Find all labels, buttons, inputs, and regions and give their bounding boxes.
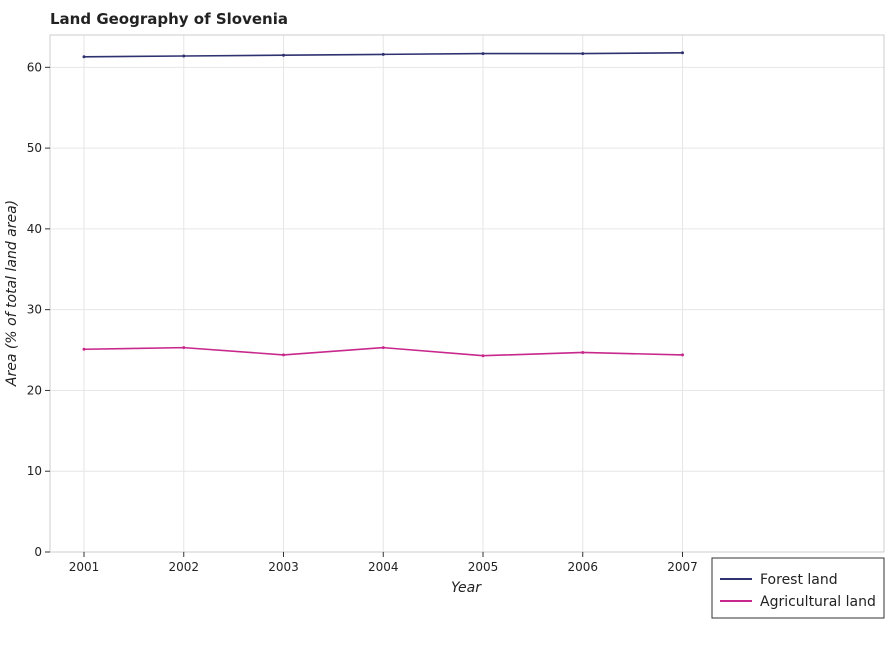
x-tick-label: 2007 — [667, 560, 698, 574]
y-tick-labels: 0 10 20 30 40 50 60 — [27, 60, 50, 559]
x-tick-label: 2006 — [567, 560, 598, 574]
plot-frame — [49, 34, 885, 553]
data-point — [681, 51, 684, 55]
data-point — [681, 353, 684, 357]
y-tick-label: 0 — [34, 545, 42, 559]
y-tick-label: 60 — [27, 60, 42, 74]
legend: Forest land Agricultural land — [711, 557, 885, 619]
data-point — [381, 346, 385, 350]
data-point — [82, 55, 86, 59]
data-point — [82, 347, 86, 351]
data-point — [282, 53, 285, 57]
x-tick-label: 2002 — [168, 560, 199, 574]
grid — [50, 35, 884, 553]
data-point — [182, 346, 186, 350]
data-point — [481, 354, 485, 358]
x-tick-label: 2001 — [69, 560, 100, 574]
y-tick-label: 40 — [27, 222, 42, 236]
y-tick-label: 30 — [27, 303, 42, 317]
y-tick-label: 20 — [27, 383, 42, 397]
series-lines — [82, 51, 684, 358]
data-point — [581, 350, 585, 354]
x-tick-label: 2004 — [368, 560, 399, 574]
y-tick-label: 10 — [27, 464, 42, 478]
data-point — [282, 353, 285, 357]
x-tick-labels: 2001 2002 2003 2004 2005 2006 2007 — [69, 552, 698, 574]
x-tick-label: 2003 — [268, 560, 299, 574]
legend-label-forest: Forest land — [760, 572, 838, 588]
chart-title: Land Geography of Slovenia — [50, 10, 288, 28]
data-point — [381, 52, 385, 56]
data-point — [581, 52, 585, 56]
x-tick-label: 2005 — [468, 560, 499, 574]
y-axis-label: Area (% of total land area) — [4, 200, 20, 387]
x-axis-label: Year — [451, 580, 482, 596]
legend-box — [711, 557, 885, 619]
data-point — [182, 54, 186, 58]
legend-label-agricultural: Agricultural land — [760, 594, 876, 610]
data-point — [481, 52, 485, 56]
y-tick-label: 50 — [27, 141, 42, 155]
